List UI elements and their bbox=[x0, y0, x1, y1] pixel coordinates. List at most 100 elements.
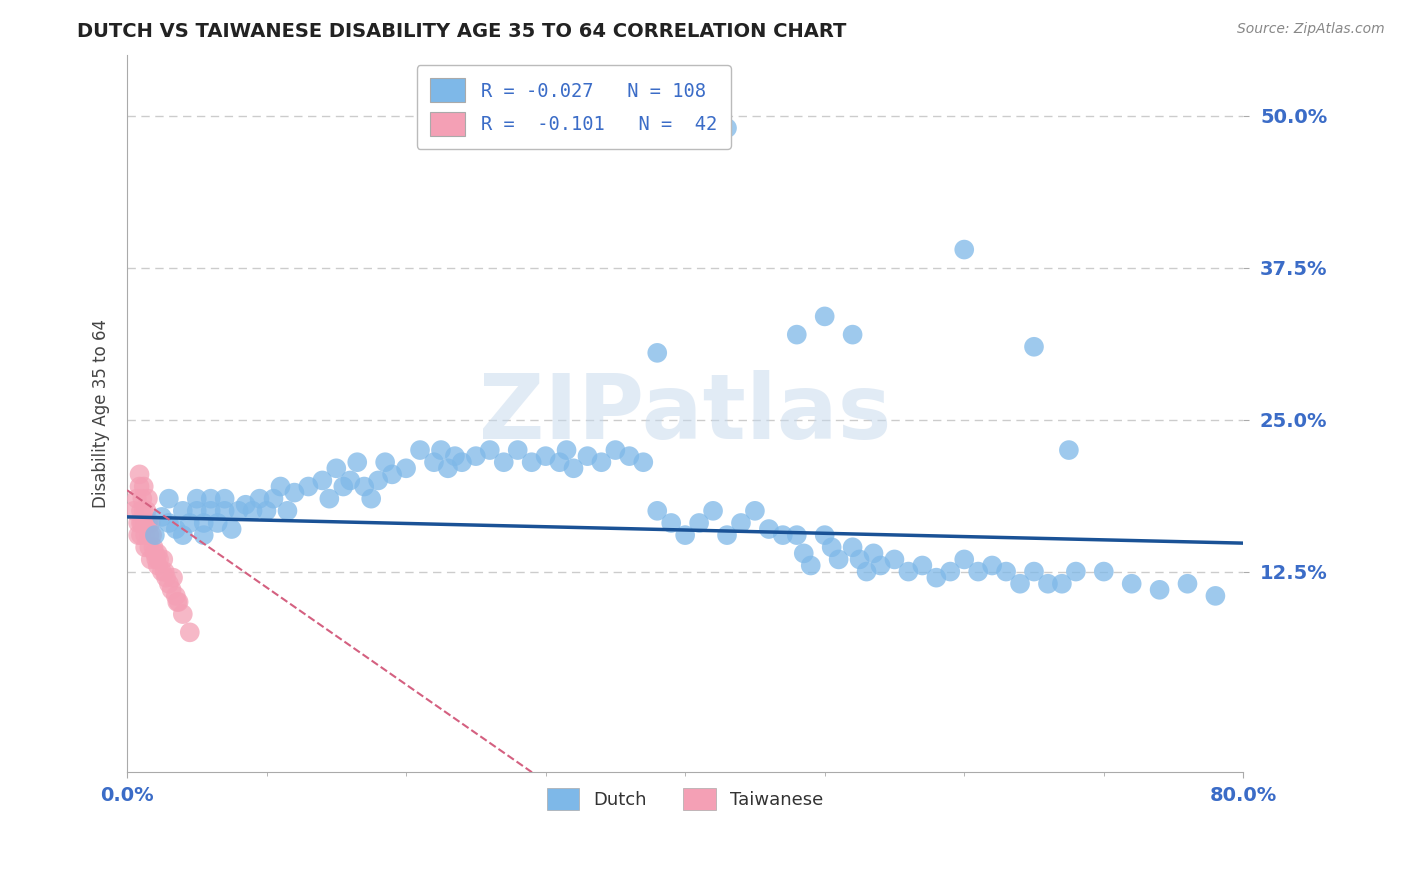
Point bbox=[619, 449, 641, 463]
Point bbox=[269, 479, 291, 493]
Point bbox=[132, 479, 155, 493]
Point bbox=[142, 541, 165, 555]
Point bbox=[311, 474, 333, 488]
Point bbox=[139, 516, 162, 530]
Point bbox=[1204, 589, 1226, 603]
Point bbox=[138, 541, 160, 555]
Point bbox=[353, 479, 375, 493]
Point bbox=[548, 455, 571, 469]
Point bbox=[786, 327, 808, 342]
Point bbox=[214, 504, 236, 518]
Point bbox=[374, 455, 396, 469]
Point bbox=[129, 528, 152, 542]
Point bbox=[1177, 576, 1199, 591]
Point bbox=[136, 491, 159, 506]
Point bbox=[841, 327, 863, 342]
Point bbox=[214, 491, 236, 506]
Point bbox=[129, 516, 152, 530]
Point bbox=[702, 504, 724, 518]
Point bbox=[166, 595, 188, 609]
Point bbox=[172, 607, 194, 621]
Point bbox=[841, 541, 863, 555]
Point bbox=[1064, 565, 1087, 579]
Point bbox=[758, 522, 780, 536]
Point bbox=[283, 485, 305, 500]
Point bbox=[256, 504, 278, 518]
Point bbox=[444, 449, 467, 463]
Point bbox=[160, 582, 183, 597]
Point bbox=[179, 625, 201, 640]
Point bbox=[605, 443, 627, 458]
Text: Source: ZipAtlas.com: Source: ZipAtlas.com bbox=[1237, 22, 1385, 37]
Point bbox=[200, 491, 222, 506]
Point bbox=[645, 504, 668, 518]
Point bbox=[193, 528, 215, 542]
Point bbox=[122, 504, 145, 518]
Point bbox=[186, 504, 208, 518]
Point bbox=[855, 565, 877, 579]
Point bbox=[897, 565, 920, 579]
Point bbox=[125, 491, 148, 506]
Point bbox=[869, 558, 891, 573]
Legend: Dutch, Taiwanese: Dutch, Taiwanese bbox=[540, 780, 831, 817]
Point bbox=[659, 516, 682, 530]
Point bbox=[953, 552, 976, 566]
Point bbox=[157, 576, 180, 591]
Point bbox=[464, 449, 486, 463]
Point bbox=[673, 528, 696, 542]
Point bbox=[821, 541, 844, 555]
Point bbox=[1022, 565, 1045, 579]
Point bbox=[276, 504, 298, 518]
Point bbox=[153, 565, 176, 579]
Point bbox=[492, 455, 515, 469]
Point bbox=[925, 571, 948, 585]
Point bbox=[131, 491, 153, 506]
Point bbox=[134, 541, 156, 555]
Point bbox=[157, 516, 180, 530]
Point bbox=[186, 491, 208, 506]
Point bbox=[1092, 565, 1115, 579]
Point bbox=[555, 443, 578, 458]
Point bbox=[172, 528, 194, 542]
Point bbox=[179, 516, 201, 530]
Y-axis label: Disability Age 35 to 64: Disability Age 35 to 64 bbox=[93, 319, 110, 508]
Point bbox=[716, 121, 738, 136]
Point bbox=[939, 565, 962, 579]
Point bbox=[221, 522, 243, 536]
Point bbox=[235, 498, 257, 512]
Point bbox=[132, 504, 155, 518]
Point bbox=[367, 474, 389, 488]
Point bbox=[263, 491, 285, 506]
Point bbox=[688, 516, 710, 530]
Point bbox=[848, 552, 870, 566]
Point bbox=[150, 509, 173, 524]
Point bbox=[744, 504, 766, 518]
Point bbox=[131, 516, 153, 530]
Point bbox=[981, 558, 1004, 573]
Point bbox=[1121, 576, 1143, 591]
Point bbox=[1008, 576, 1031, 591]
Point bbox=[165, 522, 187, 536]
Point bbox=[193, 516, 215, 530]
Point bbox=[134, 528, 156, 542]
Point bbox=[395, 461, 418, 475]
Text: ZIPatlas: ZIPatlas bbox=[479, 369, 891, 458]
Point bbox=[814, 528, 837, 542]
Point bbox=[207, 516, 229, 530]
Point bbox=[381, 467, 404, 482]
Point bbox=[172, 504, 194, 518]
Point bbox=[127, 516, 149, 530]
Point bbox=[520, 455, 543, 469]
Point bbox=[135, 504, 157, 518]
Point bbox=[716, 528, 738, 542]
Point bbox=[297, 479, 319, 493]
Point bbox=[332, 479, 354, 493]
Point bbox=[134, 516, 156, 530]
Point bbox=[146, 546, 169, 560]
Point bbox=[814, 310, 837, 324]
Point bbox=[1050, 576, 1073, 591]
Point bbox=[136, 516, 159, 530]
Point bbox=[730, 516, 752, 530]
Point bbox=[200, 504, 222, 518]
Point bbox=[249, 491, 271, 506]
